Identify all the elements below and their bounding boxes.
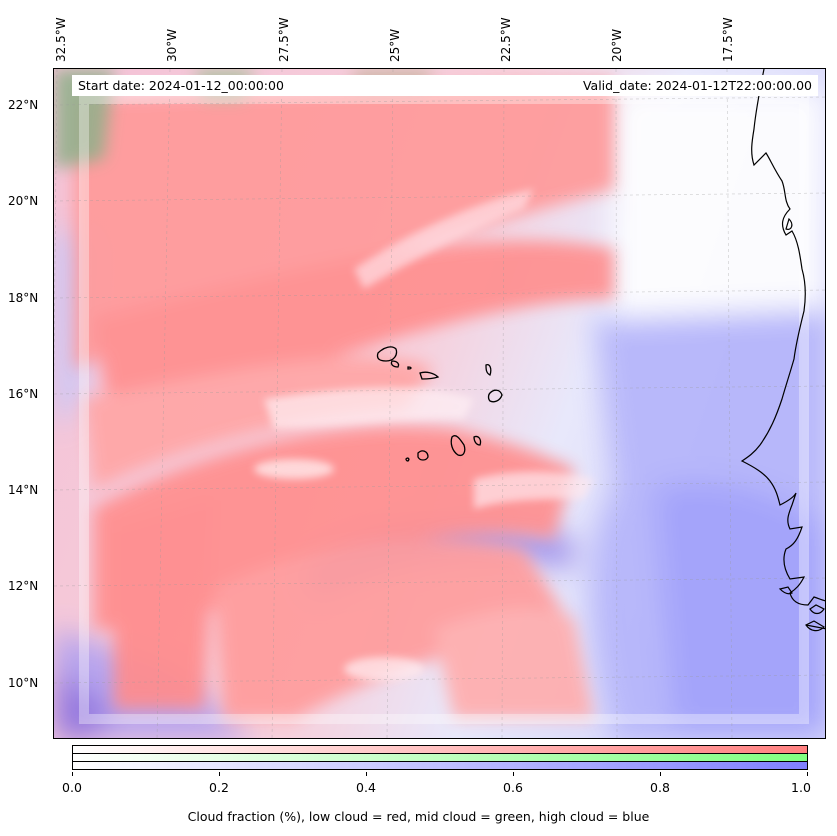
colorbar-tick-5 (807, 772, 808, 776)
colorbar-tick-label-1: 0.2 (209, 780, 229, 795)
lat-label-22n: 22°N (8, 98, 39, 112)
coastline (740, 69, 825, 632)
lon-label-27-5w: 27.5°W (277, 17, 291, 62)
valid-date-label: Valid_date: 2024-01-12T22:00:00.00 (284, 75, 818, 96)
colorbar-tick-0 (72, 772, 73, 776)
lon-label-17-5w: 17.5°W (721, 17, 735, 62)
lat-label-20n: 20°N (8, 194, 39, 208)
lat-label-18n: 18°N (8, 291, 39, 305)
colorbar-tick-label-3: 0.6 (503, 780, 523, 795)
colorbar-tick-label-2: 0.4 (356, 780, 376, 795)
lat-label-14n: 14°N (8, 483, 39, 497)
lon-label-30w: 30°W (165, 28, 179, 62)
colorbar-high-cloud (72, 761, 808, 770)
colorbar-caption: Cloud fraction (%), low cloud = red, mid… (187, 809, 650, 824)
low-cloud-layer (74, 79, 614, 719)
clear-sky-patches (254, 189, 594, 681)
colorbar-tick-4 (660, 772, 661, 776)
colorbar-tick-label-5: 1.0 (791, 780, 811, 795)
domain-edge-artifact (79, 94, 809, 724)
lon-label-22-5w: 22.5°W (499, 17, 513, 62)
colorbar-tick-label-0: 0.0 (62, 780, 82, 795)
colorbar-tick-3 (513, 772, 514, 776)
colorbar-tick-2 (366, 772, 367, 776)
lat-label-16n: 16°N (8, 387, 39, 401)
lon-label-25w: 25°W (388, 28, 402, 62)
colorbar-tick-label-4: 0.8 (650, 780, 670, 795)
lon-label-32-5w: 32.5°W (54, 17, 68, 62)
lat-label-10n: 10°N (8, 676, 39, 690)
lat-label-12n: 12°N (8, 579, 39, 593)
graticule (54, 69, 825, 738)
colorbar-tick-1 (219, 772, 220, 776)
cape-verde-islands (376, 346, 503, 462)
lon-label-20w: 20°W (610, 28, 624, 62)
start-date-label: Start date: 2024-01-12_00:00:00 (72, 75, 290, 96)
cloud-fraction-map: Start date: 2024-01-12_00:00:00 Valid_da… (53, 68, 826, 739)
